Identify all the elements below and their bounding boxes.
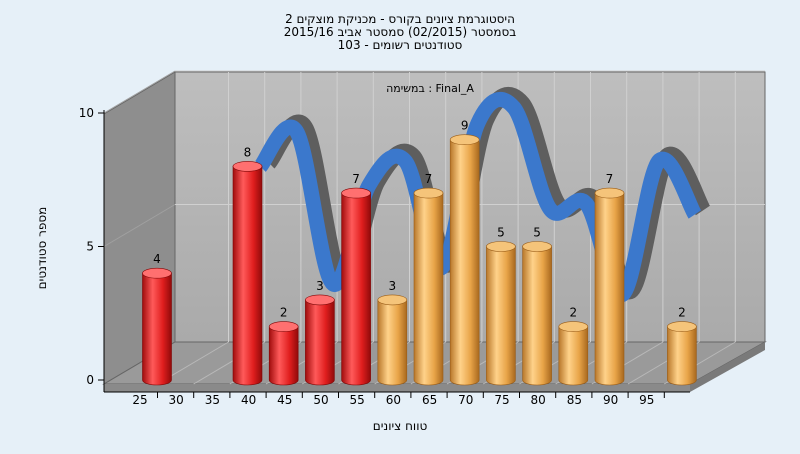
- bar-cap: [413, 187, 444, 199]
- chart-title-line2: בסמסטר (02/2015) סמסטר אביב 2015/16: [284, 25, 516, 39]
- bar-value-label: 8: [244, 145, 252, 159]
- bar-cap: [142, 267, 172, 279]
- bar-cap: [558, 321, 589, 332]
- y-tick-label: 0: [86, 373, 94, 387]
- bar-value-label: 3: [316, 279, 324, 293]
- bar-cap: [232, 161, 263, 172]
- floor-right-edge: [690, 342, 765, 392]
- bar: [377, 299, 408, 386]
- bar-value-label: 9: [461, 119, 469, 133]
- bar-cap: [667, 321, 697, 332]
- bar: [413, 192, 444, 386]
- x-tick-label: 35: [205, 393, 220, 407]
- x-tick-label: 85: [567, 393, 582, 407]
- bar-value-label: 5: [497, 226, 505, 240]
- x-tick-label: 75: [494, 393, 509, 407]
- bar: [268, 326, 299, 386]
- bar-labels: 4 8 2 3 7 3 7 9 5 5 2 7 2: [153, 119, 686, 320]
- bar: [558, 326, 589, 386]
- bar-cap: [268, 321, 299, 332]
- x-axis-label: טווח ציונים: [373, 419, 428, 433]
- bar-value-label: 4: [153, 252, 161, 266]
- bar-cap: [594, 187, 625, 199]
- x-tick-label: 65: [422, 393, 437, 407]
- grid-line-side: [103, 70, 176, 114]
- bar-cap: [377, 294, 408, 306]
- bar: [449, 139, 480, 386]
- bar: [594, 192, 625, 386]
- bar-value-label: 2: [569, 306, 577, 320]
- bar-value-label: 2: [280, 306, 288, 320]
- bar: [341, 192, 371, 386]
- bar: [522, 246, 552, 386]
- y-tick-label: 10: [79, 106, 94, 120]
- bar-value-label: 2: [678, 306, 686, 320]
- bars: [142, 134, 697, 386]
- bar: [667, 326, 697, 386]
- bar-value-label: 7: [425, 172, 433, 186]
- y-axis-label: מספר סטודנטים: [35, 207, 49, 290]
- x-tick-label: 25: [132, 393, 147, 407]
- bar-cap: [305, 294, 335, 306]
- x-tick-label: 30: [169, 393, 184, 407]
- chart-subtitle: במשימה : Final_A: [386, 82, 474, 95]
- chart-title-line1: היסטוגרמת ציונים בקורס - מכניקת מוצקים 2: [285, 12, 515, 26]
- x-tick-label: 95: [639, 393, 654, 407]
- y-tick-label: 5: [86, 240, 94, 254]
- x-tick-label: 50: [313, 393, 328, 407]
- bar-value-label: 7: [606, 172, 614, 186]
- x-tick-label: 55: [350, 393, 365, 407]
- x-tick-label: 70: [458, 393, 473, 407]
- x-tick-label: 60: [386, 393, 401, 407]
- bar: [142, 272, 172, 386]
- bar: [486, 246, 516, 386]
- x-tick-label: 90: [603, 393, 618, 407]
- bar-value-label: 3: [388, 279, 396, 293]
- x-tick-label: 45: [277, 393, 292, 407]
- x-tick-label: 40: [241, 393, 256, 407]
- grid-line-side: [103, 204, 176, 247]
- bar: [232, 166, 263, 386]
- bar-cap: [522, 241, 552, 252]
- bar-value-label: 7: [352, 172, 360, 186]
- floor-front-edge: [104, 384, 690, 392]
- bar-cap: [449, 134, 480, 145]
- bar-cap: [486, 241, 516, 252]
- x-tick-label: 80: [531, 393, 546, 407]
- bar: [305, 299, 335, 386]
- chart-title-line3: סטודנטים רשומים - 103: [338, 38, 463, 52]
- bar-cap: [341, 187, 371, 199]
- bar-value-label: 5: [533, 226, 541, 240]
